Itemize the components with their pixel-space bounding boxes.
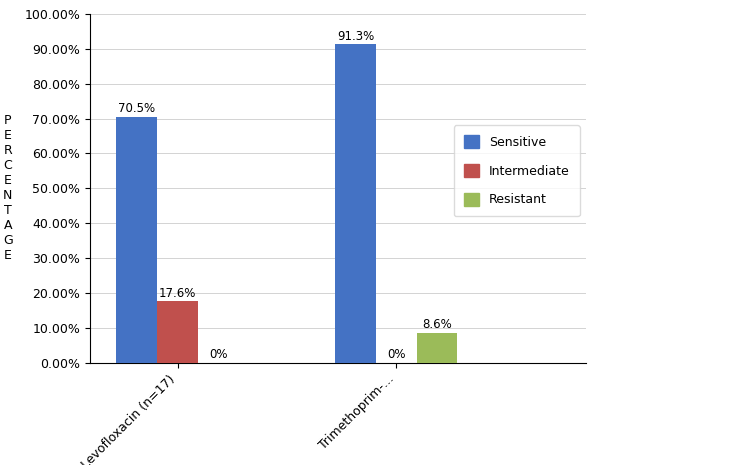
- Text: 70.5%: 70.5%: [118, 102, 155, 115]
- Bar: [335, 44, 376, 363]
- Y-axis label: P
E
R
C
E
N
T
A
G
E: P E R C E N T A G E: [3, 114, 13, 262]
- Text: 8.6%: 8.6%: [422, 318, 452, 331]
- Text: 0%: 0%: [210, 348, 228, 361]
- Text: 0%: 0%: [387, 348, 406, 361]
- Text: 17.6%: 17.6%: [159, 286, 196, 299]
- Bar: [417, 333, 457, 363]
- Bar: [157, 301, 198, 363]
- Legend: Sensitive, Intermediate, Resistant: Sensitive, Intermediate, Resistant: [454, 126, 580, 216]
- Bar: [116, 117, 157, 363]
- Text: 91.3%: 91.3%: [336, 30, 374, 43]
